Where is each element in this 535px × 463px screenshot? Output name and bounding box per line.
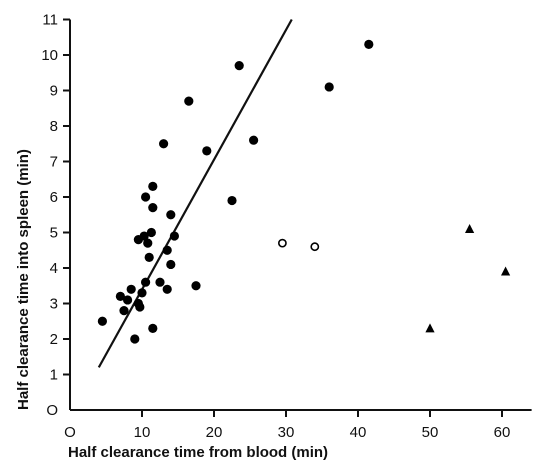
open-circle-point	[277, 238, 287, 248]
y-tick-label: 2	[50, 331, 58, 348]
y-tick-label: 10	[41, 47, 58, 64]
filled-circle-point	[324, 82, 334, 92]
axes: O 1 2 3 4 5 6 7 8 9 10 11 O 10 20 30 40 50 60	[41, 12, 532, 441]
y-tick-label: 6	[50, 189, 58, 206]
filled-circle-point	[227, 195, 237, 206]
filled-circle-point	[141, 277, 151, 287]
filled-circle-point	[119, 306, 129, 316]
y-tick-label: 1	[50, 367, 58, 384]
y-tick-label: 5	[50, 225, 58, 242]
x-tick-label: 10	[134, 424, 151, 441]
filled-circle-point	[184, 96, 194, 106]
y-tick-label: 9	[50, 83, 58, 100]
filled-circle-point	[126, 284, 136, 294]
regression-line	[97, 18, 293, 368]
y-ticks: O 1 2 3 4 5 6 7 8 9 10 11	[41, 12, 70, 419]
open-circle-point	[310, 242, 320, 252]
filled-circle-point	[166, 259, 176, 270]
y-tick-label: 8	[50, 118, 58, 135]
filled-circle-point	[202, 146, 212, 156]
filled-circle-point	[123, 295, 133, 305]
filled-circle-point	[139, 231, 149, 241]
x-tick-label: 30	[278, 424, 295, 441]
filled-circle-point	[249, 135, 259, 145]
y-tick-label: 7	[50, 154, 58, 171]
filled-circle-point	[166, 210, 176, 220]
filled-circle-point	[148, 181, 158, 191]
filled-circle-point	[137, 288, 147, 298]
filled-circle-point	[146, 227, 156, 238]
filled-circle-point	[191, 281, 201, 291]
y-tick-label: 4	[50, 260, 58, 277]
filled-circle-point	[162, 284, 172, 294]
filled-circle-point	[97, 316, 107, 326]
triangle-point	[501, 266, 511, 276]
filled-circle-point	[141, 192, 151, 202]
filled-circle-point	[130, 334, 140, 344]
y-tick-label: O	[46, 402, 58, 419]
y-axis-label: Half clearance time into spleen (min)	[15, 149, 32, 410]
filled-circle-point	[148, 203, 158, 213]
x-axis-label: Half clearance time from blood (min)	[68, 444, 328, 461]
filled-circle-point	[162, 245, 172, 255]
x-tick-label: 20	[206, 424, 223, 441]
triangle-point	[425, 323, 435, 333]
y-tick-label: 11	[42, 12, 58, 29]
filled-circle-point	[144, 252, 154, 262]
filled-circle-point	[148, 323, 158, 333]
data-points	[97, 39, 511, 344]
x-tick-label: O	[64, 424, 76, 441]
filled-circle-point	[169, 231, 179, 241]
triangle-point	[465, 223, 475, 233]
filled-circle-point	[364, 39, 374, 49]
y-tick-label: 3	[50, 296, 58, 313]
x-ticks: O 10 20 30 40 50 60	[64, 410, 510, 441]
filled-circle-point	[143, 238, 153, 248]
x-tick-label: 50	[422, 424, 439, 441]
filled-circle-point	[159, 139, 169, 149]
filled-circle-point	[155, 277, 165, 287]
filled-circle-point	[115, 291, 125, 301]
x-tick-label: 60	[494, 424, 511, 441]
filled-circle-point	[234, 61, 244, 71]
x-tick-label: 40	[350, 424, 367, 441]
filled-circle-point	[135, 302, 145, 312]
